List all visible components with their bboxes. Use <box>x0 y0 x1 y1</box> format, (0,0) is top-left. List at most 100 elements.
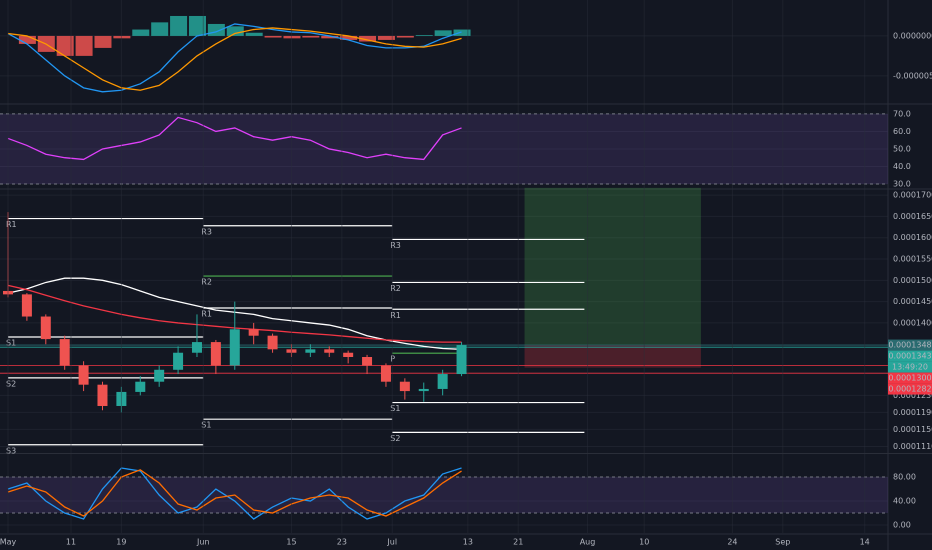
x-tick-label: 11 <box>66 538 76 547</box>
indicator-line <box>7 23 462 93</box>
histogram-bar <box>415 35 433 36</box>
candle-body <box>21 294 32 317</box>
y-tick-label: 0.0001700 <box>893 191 932 200</box>
countdown-box <box>888 361 932 373</box>
countdown: 13:49:20 <box>892 363 928 372</box>
price-label: 0.0001282 <box>888 385 931 394</box>
candle-body <box>286 349 297 353</box>
indicator-line <box>7 469 462 517</box>
candle-body <box>343 352 354 357</box>
candle-body <box>324 349 335 353</box>
histogram-bar <box>321 35 339 39</box>
y-tick-label: 40.00 <box>893 497 916 506</box>
indicator-line <box>7 116 462 161</box>
y-tick-label: 0.0001600 <box>893 233 932 242</box>
position-stop <box>524 345 701 368</box>
pivot-label: P <box>390 355 395 364</box>
candle-body <box>40 316 51 340</box>
histogram-bar <box>56 35 74 56</box>
histogram-bar <box>396 35 414 38</box>
histogram-bar <box>132 29 150 36</box>
candle-body <box>59 339 70 366</box>
candle-body <box>78 365 89 385</box>
candle-body <box>173 352 184 370</box>
x-tick-label: 24 <box>727 538 737 547</box>
candle-body <box>191 342 202 353</box>
indicator-line <box>7 467 462 520</box>
candle-body <box>154 369 165 382</box>
histogram-bar <box>188 15 206 36</box>
y-tick-label: 0.0001230 <box>893 391 932 400</box>
y-tick-label: 0.0001190 <box>893 408 932 417</box>
y-tick-label: 40.0 <box>893 162 911 171</box>
pivot-label: S3 <box>6 446 16 455</box>
candle-body <box>380 365 391 382</box>
pivot-label: R2 <box>390 284 401 293</box>
x-tick-label: 13 <box>463 538 473 547</box>
x-tick-label: 19 <box>116 538 126 547</box>
y-tick-label: 0.0001550 <box>893 255 932 264</box>
x-tick-label: 14 <box>860 538 870 547</box>
indicator-line <box>7 27 462 91</box>
x-tick-label: 21 <box>513 538 523 547</box>
histogram-bar <box>170 15 188 36</box>
price-label: 0.0001343 <box>888 352 931 361</box>
histogram-bar <box>340 35 358 40</box>
pivot-label: S1 <box>6 338 16 347</box>
pivot-label: R1 <box>6 220 17 229</box>
candle-body <box>116 391 127 406</box>
histogram-bar <box>245 32 263 36</box>
pivot-label: R3 <box>201 227 212 236</box>
candle-body <box>456 345 467 375</box>
histogram-bar <box>377 35 395 40</box>
indicator-band <box>0 477 888 514</box>
histogram-bar <box>453 29 471 36</box>
y-tick-label: 60.0 <box>893 127 911 136</box>
x-tick-label: Jul <box>386 538 397 547</box>
pivot-label: S2 <box>390 434 400 443</box>
pivot-label: S2 <box>6 379 16 388</box>
price-label: 0.0001300 <box>888 374 931 383</box>
y-tick-label: 0.00 <box>893 521 911 530</box>
candle-body <box>267 335 278 350</box>
x-tick-label: Aug <box>580 538 596 547</box>
x-tick-label: 15 <box>286 538 296 547</box>
candle-body <box>399 381 410 392</box>
pivot-label: S1 <box>390 404 400 413</box>
price-label: 0.0001348 <box>888 341 931 350</box>
candle-body <box>3 290 13 295</box>
price-label-box <box>888 372 932 384</box>
histogram-bar <box>94 35 112 48</box>
pivot-label: R1 <box>390 311 401 320</box>
candle-body <box>97 384 108 406</box>
pivot-label: R3 <box>390 241 401 250</box>
histogram-bar <box>75 35 93 56</box>
histogram-bar <box>226 26 244 36</box>
histogram-bar <box>264 35 282 38</box>
x-tick-label: 10 <box>639 538 649 547</box>
candle-body <box>229 329 240 366</box>
y-tick-label: 0.0001150 <box>893 425 932 434</box>
y-tick-label: 0.0001110 <box>893 442 932 451</box>
y-tick-label: 70.0 <box>893 109 911 118</box>
pivot-label: R2 <box>201 278 212 287</box>
price-label-box <box>888 339 932 351</box>
x-tick-label: Sep <box>775 538 790 547</box>
y-tick-label: 50.0 <box>893 144 911 153</box>
histogram-bar <box>283 35 301 39</box>
candle-body <box>418 388 429 392</box>
pivot-label: S1 <box>201 421 211 430</box>
candle-body <box>248 329 259 336</box>
candle-body <box>135 381 146 392</box>
histogram-bar <box>113 35 131 39</box>
histogram-bar <box>302 35 320 38</box>
y-tick-label: 0.0001500 <box>893 276 932 285</box>
indicator-band <box>0 113 888 184</box>
y-tick-label: 80.00 <box>893 473 916 482</box>
candle-body <box>437 374 448 389</box>
histogram-bar <box>359 35 377 42</box>
histogram-bar <box>434 30 452 36</box>
y-tick-label: -0.0000050 <box>893 71 932 80</box>
y-tick-label: 0.0000000 <box>893 31 932 40</box>
